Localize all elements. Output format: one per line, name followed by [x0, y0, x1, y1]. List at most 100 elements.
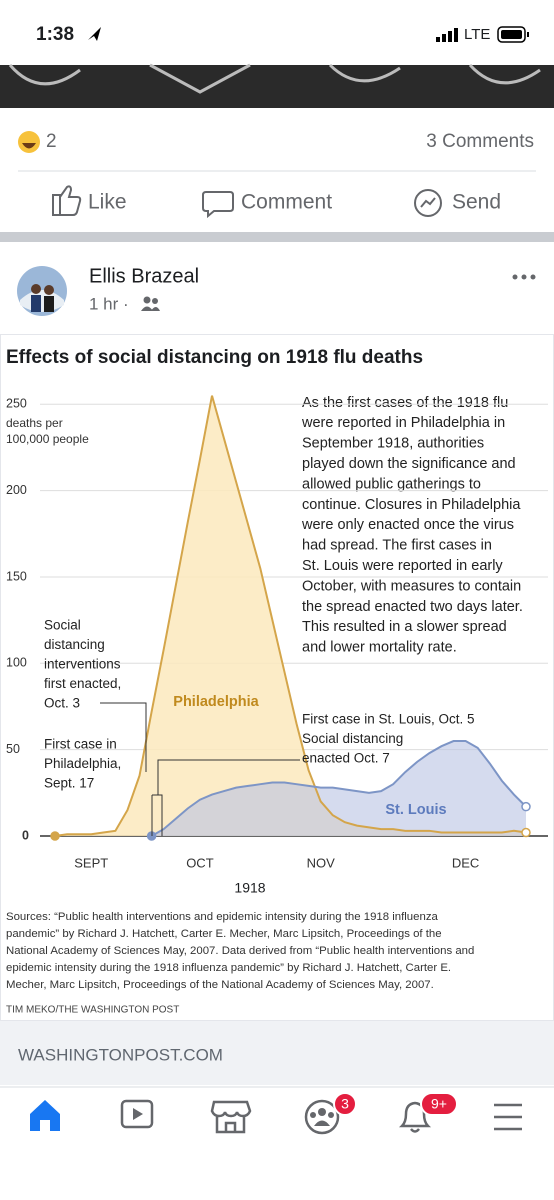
friends-icon [141, 296, 160, 311]
chart-title: Effects of social distancing on 1918 flu… [6, 347, 423, 368]
groups-badge [333, 1092, 357, 1116]
description: allowed public gatherings to [302, 476, 481, 492]
y-tick-label: 50 [6, 742, 20, 756]
sources: National Academy of Sciences May, 2007. … [6, 945, 474, 957]
menu-tab[interactable] [494, 1103, 522, 1131]
like-button[interactable]: Like [88, 191, 127, 214]
annotation: interventions [44, 657, 121, 672]
x-tick-label: DEC [452, 855, 479, 870]
y-tick-label: 0 [22, 828, 29, 842]
annotation: first enacted, [44, 676, 121, 691]
battery-level [501, 30, 522, 39]
area-fill [55, 395, 526, 836]
send-icon-bolt [420, 197, 436, 208]
groups-tab[interactable] [304, 1099, 340, 1135]
description: October, with measures to contain [302, 578, 521, 594]
like-icon [52, 185, 82, 216]
photo-detail [8, 63, 541, 94]
emoji-mouth [22, 143, 36, 149]
photo-strip[interactable] [0, 65, 554, 108]
x-tick-label: SEPT [74, 855, 108, 870]
annotation: Oct. 3 [44, 696, 80, 711]
description: St. Louis were reported in early [302, 558, 503, 574]
home-tab[interactable] [30, 1100, 60, 1131]
description: and lower mortality rate. [302, 640, 457, 656]
groups-badge-count: 3 [341, 1096, 349, 1112]
send-button[interactable]: Send [452, 191, 501, 214]
notifications-tab[interactable] [398, 1101, 432, 1133]
description: continue. Closures in Philadelphia [302, 497, 521, 513]
notifications-badge [420, 1092, 458, 1116]
sources: pandemic” by Richard J. Hatchett, Carter… [6, 928, 442, 940]
avatar-person [44, 296, 54, 312]
y-axis-label: 100,000 people [6, 432, 89, 446]
description: the spread enacted two days later. [302, 599, 523, 615]
avatar-person [31, 284, 41, 294]
marketplace-tab[interactable] [210, 1100, 252, 1134]
post-time[interactable]: 1 hr · [89, 294, 129, 313]
x-axis-label: 1918 [234, 880, 265, 896]
more-button[interactable] [512, 274, 536, 280]
watch-icon [133, 1108, 143, 1120]
annotation: Social distancing [302, 731, 403, 746]
comments-count[interactable]: 3 Comments [426, 131, 534, 152]
comment-button[interactable]: Comment [241, 191, 332, 214]
annotation-leader [151, 759, 300, 836]
annotation: distancing [44, 637, 105, 652]
location-icon [88, 27, 101, 41]
series-label: St. Louis [385, 802, 446, 818]
annotation: Social [44, 618, 81, 633]
link-bar[interactable] [0, 1021, 554, 1085]
y-tick-label: 250 [6, 397, 27, 411]
post-separator [0, 232, 554, 242]
data-point [521, 801, 531, 812]
groups-icon [310, 1108, 334, 1126]
sources: Sources: “Public health interventions an… [6, 911, 439, 923]
y-axis-label: deaths per [6, 416, 63, 430]
x-tick-label: OCT [186, 855, 214, 870]
annotation-leader [100, 702, 147, 772]
annotation: First case in [44, 737, 117, 752]
avatar-person [44, 285, 54, 295]
series-line [54, 395, 527, 837]
chart: deaths per 100,000 people As the first cas… [6, 395, 548, 991]
watch-tab[interactable] [120, 1099, 154, 1129]
link-domain[interactable]: WASHINGTONPOST.COM [18, 1045, 223, 1064]
x-tick-label: NOV [307, 855, 336, 870]
description: This resulted in a slower spread [302, 619, 507, 635]
annotation: First case in St. Louis, Oct. 5 [302, 712, 475, 727]
description: were only enacted once the virus [301, 517, 514, 533]
credit: TIM MEKO/THE WASHINGTON POST [6, 1005, 179, 1016]
description: had spread. The first cases in [302, 538, 492, 554]
y-tick-label: 150 [6, 569, 27, 583]
battery [497, 26, 526, 43]
series-line [151, 740, 527, 837]
y-tick-label: 100 [6, 656, 27, 670]
notifications-badge-count: 9+ [431, 1096, 447, 1112]
sources: epidemic intensity during the 1918 influ… [6, 962, 451, 974]
description: September 1918, authorities [302, 436, 484, 452]
signal-icon [436, 28, 458, 42]
data-point [521, 827, 531, 838]
clock: 1:38 [36, 24, 74, 45]
description: As the first cases of the 1918 flu [302, 395, 508, 411]
haha-emoji[interactable] [18, 131, 40, 153]
description: were reported in Philadelphia in [301, 415, 505, 431]
annotation: Philadelphia, [44, 756, 121, 771]
data-point [50, 831, 60, 841]
author-name[interactable]: Ellis Brazeal [89, 265, 199, 287]
reaction-count[interactable]: 2 [46, 131, 57, 152]
network-label: LTE [464, 26, 490, 43]
sources: Mecher, Marc Lipsitch, Proceedings of th… [6, 979, 434, 991]
avatar-person [31, 295, 41, 312]
description: played down the significance and [302, 456, 516, 472]
annotation: enacted Oct. 7 [302, 751, 390, 766]
y-tick-label: 200 [6, 483, 27, 497]
series-label: Philadelphia [173, 694, 259, 710]
send-icon [414, 189, 442, 217]
comment-icon [202, 191, 234, 219]
annotation: Sept. 17 [44, 776, 94, 791]
battery-tip [527, 32, 529, 37]
